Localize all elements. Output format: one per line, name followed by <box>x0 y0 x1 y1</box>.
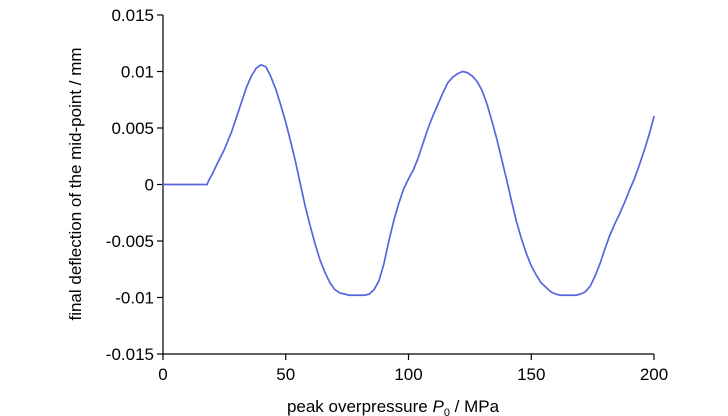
x-tick-label: 150 <box>517 365 545 384</box>
x-tick-label: 50 <box>276 365 295 384</box>
y-tick-label: 0 <box>145 176 154 195</box>
x-tick-label: 200 <box>640 365 668 384</box>
x-axis-ticks: 0 50 100 150 200 <box>158 354 668 384</box>
x-tick-label: 100 <box>394 365 422 384</box>
x-axis-title-symbol: P <box>432 397 444 416</box>
y-tick-label: -0.01 <box>115 289 154 308</box>
y-tick-label: -0.005 <box>106 232 154 251</box>
y-axis-ticks: 0.015 0.01 0.005 0 -0.005 -0.01 -0.015 <box>106 6 163 364</box>
y-tick-label: 0.01 <box>121 63 154 82</box>
series-layer <box>162 63 655 297</box>
series-line <box>162 63 655 297</box>
x-axis-title-subscript: 0 <box>444 407 450 416</box>
y-tick-label: 0.015 <box>111 6 154 25</box>
axes <box>162 15 654 355</box>
y-axis-title: final deflection of the mid-point / mm <box>66 47 85 320</box>
y-tick-label: -0.015 <box>106 345 154 364</box>
x-axis-title-suffix: / MPa <box>450 397 500 416</box>
x-axis-title-prefix: peak overpressure <box>287 397 433 416</box>
x-axis-title: peak overpressure P0 / MPa <box>287 397 500 416</box>
y-tick-label: 0.005 <box>111 119 154 138</box>
x-tick-label: 0 <box>158 365 167 384</box>
